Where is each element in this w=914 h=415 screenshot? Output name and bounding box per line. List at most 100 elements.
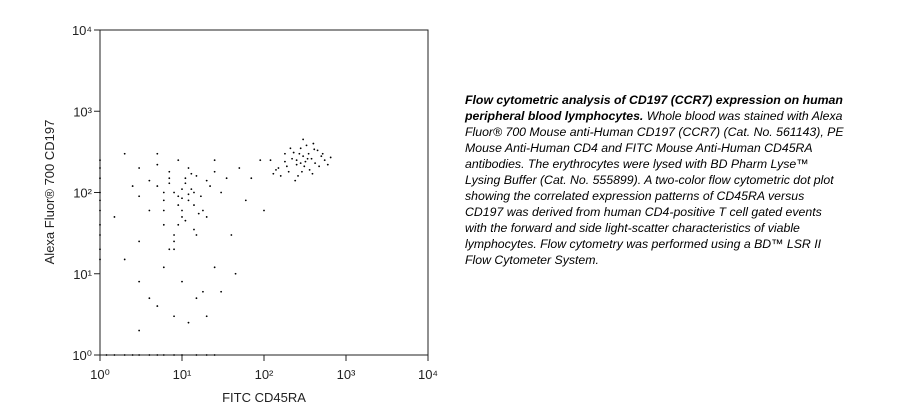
dot bbox=[297, 175, 299, 177]
dot bbox=[190, 172, 193, 175]
dot bbox=[294, 179, 297, 182]
dot bbox=[173, 315, 175, 318]
dot bbox=[177, 195, 180, 198]
dot bbox=[113, 354, 116, 356]
dot bbox=[302, 138, 305, 141]
dot bbox=[99, 199, 101, 202]
dot bbox=[138, 354, 141, 356]
dot bbox=[99, 209, 101, 212]
dot bbox=[131, 185, 134, 187]
dot bbox=[205, 354, 208, 356]
y-tick-label: 10⁰ bbox=[72, 348, 92, 363]
dot bbox=[220, 191, 223, 194]
dot bbox=[173, 240, 175, 243]
dot bbox=[323, 159, 326, 162]
dot bbox=[138, 329, 141, 332]
dot bbox=[291, 157, 293, 160]
dot bbox=[173, 234, 175, 236]
dot bbox=[305, 144, 308, 147]
dot bbox=[295, 159, 298, 162]
dot bbox=[99, 258, 101, 261]
dot bbox=[213, 159, 216, 162]
dot bbox=[184, 219, 187, 222]
dot bbox=[193, 191, 195, 194]
dot bbox=[148, 179, 151, 182]
dot bbox=[195, 297, 198, 300]
dot bbox=[168, 182, 171, 185]
dot bbox=[193, 204, 195, 206]
dot bbox=[156, 163, 159, 166]
dot bbox=[238, 167, 241, 169]
dot bbox=[123, 258, 126, 261]
dot bbox=[156, 185, 159, 187]
dot bbox=[310, 157, 313, 160]
dot bbox=[184, 177, 187, 180]
dot bbox=[275, 168, 277, 171]
dot bbox=[272, 172, 275, 175]
dot bbox=[287, 170, 290, 173]
dot bbox=[295, 163, 298, 166]
dot bbox=[318, 165, 321, 168]
x-tick-label: 10² bbox=[255, 367, 274, 382]
dot bbox=[197, 212, 200, 215]
dot bbox=[314, 162, 317, 165]
dot bbox=[195, 354, 198, 356]
dot bbox=[99, 159, 101, 162]
dot bbox=[308, 168, 311, 171]
dot bbox=[230, 234, 233, 236]
dot bbox=[156, 305, 159, 307]
dot bbox=[99, 223, 101, 226]
dot bbox=[99, 248, 101, 251]
dot bbox=[259, 159, 262, 162]
dot bbox=[99, 177, 101, 180]
caption-text: Whole blood was stained with Alexa Fluor… bbox=[465, 109, 844, 267]
y-tick-label: 10³ bbox=[73, 104, 92, 119]
y-axis-label: Alexa Fluor® 700 CD197 bbox=[42, 120, 57, 265]
dot bbox=[138, 280, 141, 283]
dot bbox=[244, 199, 247, 202]
dot bbox=[303, 165, 306, 168]
dot bbox=[299, 162, 302, 165]
x-tick-label: 10¹ bbox=[173, 367, 192, 382]
dot bbox=[269, 159, 272, 162]
caption-title: Flow cytometric analysis of CD197 (CCR7)… bbox=[465, 93, 843, 123]
x-tick-label: 10³ bbox=[337, 367, 356, 382]
dot bbox=[329, 156, 332, 159]
dot bbox=[131, 354, 134, 356]
dot bbox=[205, 315, 208, 318]
dot bbox=[162, 191, 165, 194]
dot bbox=[138, 195, 141, 198]
dot bbox=[284, 160, 286, 163]
dot bbox=[292, 151, 295, 154]
dot bbox=[301, 170, 303, 173]
dot bbox=[277, 167, 280, 169]
dot bbox=[321, 152, 324, 155]
dot bbox=[181, 354, 183, 356]
dot bbox=[99, 167, 101, 169]
dot bbox=[299, 147, 302, 150]
dot bbox=[177, 159, 180, 162]
dot bbox=[162, 209, 165, 212]
dot bbox=[181, 280, 183, 283]
dot bbox=[187, 167, 190, 169]
y-tick-label: 10¹ bbox=[73, 267, 92, 282]
dot bbox=[162, 354, 165, 356]
dot bbox=[213, 266, 216, 269]
dot bbox=[138, 240, 141, 243]
dot bbox=[168, 248, 171, 251]
dot bbox=[99, 191, 101, 194]
dot bbox=[195, 175, 198, 177]
dot bbox=[320, 155, 323, 158]
dot bbox=[307, 152, 310, 155]
dot bbox=[306, 157, 309, 160]
dot bbox=[193, 228, 195, 231]
dot bbox=[213, 354, 216, 356]
dot bbox=[263, 209, 265, 212]
dot bbox=[213, 170, 216, 173]
dot bbox=[316, 149, 319, 152]
dot bbox=[298, 152, 301, 155]
dot bbox=[250, 177, 253, 180]
dot bbox=[181, 188, 183, 191]
dot bbox=[177, 204, 180, 206]
